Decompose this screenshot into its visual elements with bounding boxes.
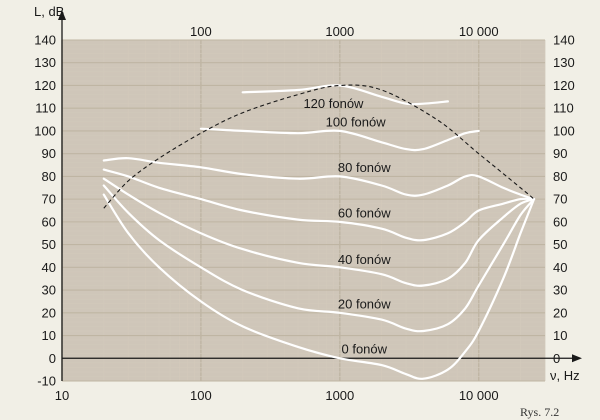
y-tick-label-right: 110 xyxy=(553,101,574,116)
y-tick-label-left: 70 xyxy=(42,192,56,207)
grid xyxy=(61,39,546,382)
curve-80-fonw xyxy=(102,157,536,201)
y-tick-label-left: 40 xyxy=(42,260,56,275)
curve-label-40-fonw: 40 fonów xyxy=(338,252,391,267)
curve-label-0-fonw: 0 fonów xyxy=(342,342,388,357)
y-tick-label-left: 100 xyxy=(34,123,56,138)
curve-60-fonw xyxy=(102,168,536,242)
y-tick-label-right: 130 xyxy=(553,55,575,70)
curve-labels: 0 fonów 20 fonów 40 fonów 60 fonów 80 fonów 1… xyxy=(303,96,391,357)
axes xyxy=(58,10,582,381)
y-tick-label-left: -10 xyxy=(37,374,56,389)
y-tick-label-right: 140 xyxy=(553,33,575,48)
x-tick-label-bottom: 1000 xyxy=(325,388,354,403)
y-axis-title: L, dB xyxy=(34,4,64,19)
y-tick-label-left: 50 xyxy=(42,237,56,252)
curve-label-100-fonw: 100 fonów xyxy=(326,114,387,129)
y-tick-label-right: 20 xyxy=(553,305,567,320)
y-tick-label-left: 0 xyxy=(49,351,56,366)
plot-background xyxy=(62,40,545,381)
y-tick-label-left: 20 xyxy=(42,305,56,320)
curve-label-80-fonw: 80 fonów xyxy=(338,160,391,175)
y-axis-arrow-icon xyxy=(58,10,66,20)
curve-20-fonw xyxy=(102,184,536,333)
curve-0-fonw xyxy=(102,193,536,380)
y-tick-label-left: 30 xyxy=(42,283,56,298)
y-tick-label-right: 50 xyxy=(553,237,567,252)
y-tick-label-right: 80 xyxy=(553,169,567,184)
y-tick-label-right: 10 xyxy=(553,328,567,343)
y-tick-label-left: 80 xyxy=(42,169,56,184)
x-tick-label-top: 100 xyxy=(190,24,212,39)
y-tick-label-left: 110 xyxy=(35,101,56,116)
curve-120-fonw xyxy=(241,84,449,106)
curve-label-60-fonw: 60 fonów xyxy=(338,205,391,220)
y-tick-label-left: 10 xyxy=(42,328,56,343)
figure-caption: Rys. 7.2 xyxy=(520,405,559,419)
y-tick-label-right: 60 xyxy=(553,214,567,229)
curve-label-120-fonw: 120 fonów xyxy=(303,96,364,111)
y-tick-label-left: 60 xyxy=(42,214,56,229)
curve-40-fonw xyxy=(102,177,536,287)
tick-labels: 10 100 1000 10 000 100 1000 10 000 -10 0 0 10 10 20 2… xyxy=(34,24,574,403)
x-axis-arrow-icon xyxy=(572,354,582,363)
y-tick-label-right: 70 xyxy=(553,192,567,207)
y-tick-label-right: 100 xyxy=(553,123,575,138)
y-tick-label-right: 90 xyxy=(553,146,567,161)
y-tick-label-left: 90 xyxy=(42,146,56,161)
y-tick-label-right: 0 xyxy=(553,351,560,366)
y-tick-label-right: 40 xyxy=(553,260,567,275)
x-tick-label-bottom: 100 xyxy=(190,388,212,403)
y-tick-label-left: 140 xyxy=(34,33,56,48)
y-tick-label-left: 120 xyxy=(34,78,56,93)
threshold-of-pain-dashed-curve xyxy=(103,84,535,209)
x-tick-label-top: 1000 xyxy=(325,24,354,39)
x-tick-label-bottom: 10 xyxy=(55,388,69,403)
x-tick-label-bottom: 10 000 xyxy=(459,388,499,403)
curve-label-20-fonw: 20 fonów xyxy=(338,296,391,311)
curves xyxy=(102,84,536,380)
y-tick-label-right: 30 xyxy=(553,283,567,298)
y-tick-label-left: 130 xyxy=(34,55,56,70)
curve-100-fonw xyxy=(199,127,480,152)
x-tick-label-top: 10 000 xyxy=(459,24,499,39)
x-axis-title: ν, Hz xyxy=(550,368,580,383)
y-tick-label-right: 120 xyxy=(553,78,575,93)
